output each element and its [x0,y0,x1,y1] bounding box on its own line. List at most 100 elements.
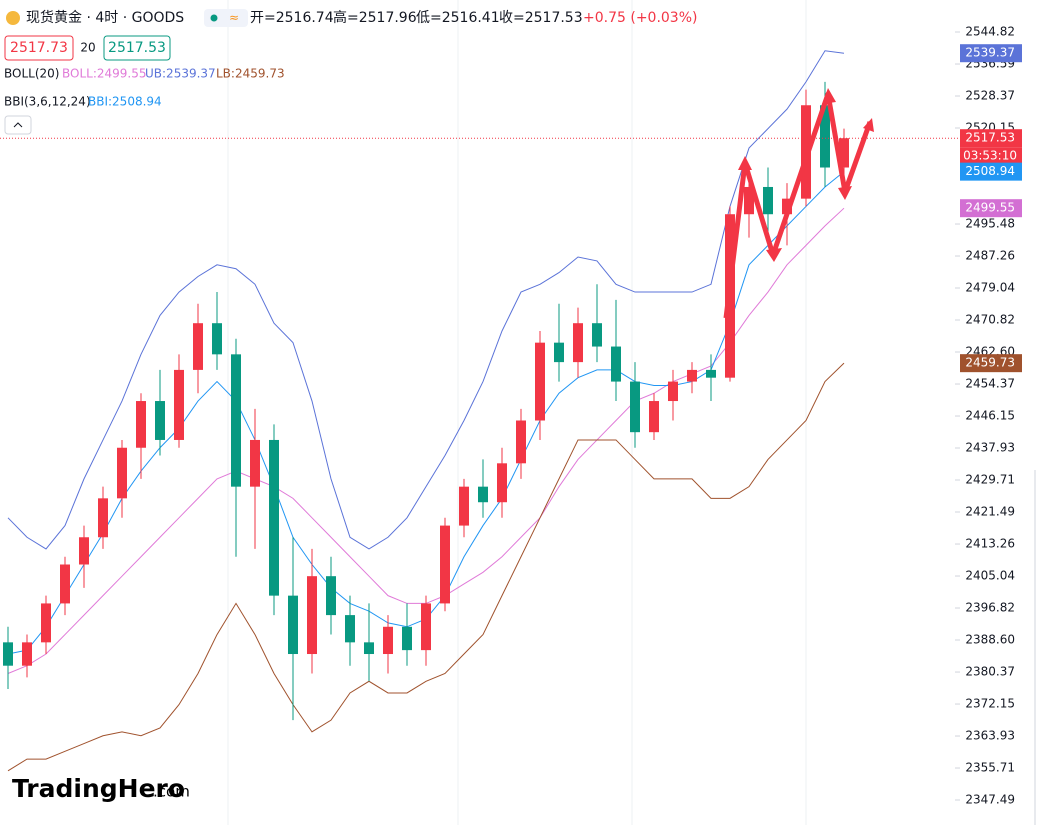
price-tag [960,44,1022,63]
y-tick-label: 2388.60 [965,633,1015,647]
price-tag [960,199,1022,218]
candle-body [687,369,697,382]
candle-body [535,342,545,421]
candle-body [383,626,393,655]
change: +0.75 (+0.03%) [583,10,697,26]
y-tick-label: 2437.93 [965,441,1015,455]
buy-box[interactable] [103,35,171,61]
boll-name: BOLL(20) [4,67,59,81]
y-tick-label: 2454.37 [965,377,1015,391]
candle-body [117,447,127,499]
candle-body [307,576,317,655]
buy-price[interactable]: 2517.53 [108,40,166,56]
price-tag-label: 2508.94 [965,164,1015,178]
y-tick-label: 2429.71 [965,473,1015,487]
bbi-value: BBI:2508.94 [88,95,162,109]
candle-body [478,486,488,503]
y-tick-label: 2544.82 [965,24,1015,38]
price-axis: 2544.822536.592528.372520.152495.482487.… [955,24,1022,807]
countdown-tag [960,147,1022,166]
candle-body [364,642,374,655]
candle-body [60,564,70,604]
indicator-line [7,171,845,655]
sell-box[interactable] [4,35,74,61]
price-tag-label: 2499.55 [965,201,1015,215]
candle-body [402,626,412,651]
candle-body [497,463,507,503]
candle-body [611,346,621,382]
price-tag [960,162,1022,181]
candle-body [174,369,184,440]
sell-price[interactable]: 2517.73 [10,40,68,56]
status-icon: ≈ [229,11,239,25]
y-tick-label: 2470.82 [965,313,1015,327]
y-tick-label: 2372.15 [965,697,1015,711]
y-tick-label: 2363.93 [965,729,1015,743]
candle-body [668,381,678,402]
close: 收=2517.53 [499,10,583,26]
candle-body [79,537,89,565]
collapse-button[interactable] [4,115,32,135]
candle-body [345,615,355,643]
candle-body [212,323,222,355]
candle-body [459,486,469,526]
drawn-arrow [723,91,873,319]
candle-body [592,323,602,347]
indicator-line [7,362,845,772]
y-tick-label: 2396.82 [965,601,1015,615]
y-tick-label: 2528.37 [965,89,1015,103]
boll-value: BOLL:2499.55 [62,67,147,81]
status-box [204,9,248,27]
y-tick-label: 2479.04 [965,281,1015,295]
y-tick-label: 2446.15 [965,409,1015,423]
candle-body [440,525,450,604]
candle-body [744,186,754,215]
candle-body [250,439,260,487]
candle-body [820,105,830,168]
bbi-name: BBI(3,6,12,24) [4,95,91,109]
price-tag [960,354,1022,373]
candle-body [98,498,108,538]
high: 高=2517.96 [333,9,417,26]
candle-body [3,642,13,666]
candle-body [421,603,431,651]
watermark: TradingHero .com [12,774,190,803]
price-tag [960,129,1022,148]
candle-body [22,642,32,666]
price-tag-label: 2539.37 [965,46,1015,60]
y-tick-label: 2405.04 [965,569,1015,583]
candle-body [630,381,640,433]
candle-body [649,401,659,433]
candle-body [193,323,203,370]
lb-value: LB:2459.73 [216,67,285,81]
spread: 20 [80,41,95,55]
y-tick-label: 2487.26 [965,249,1015,263]
y-tick-label: 2347.49 [965,793,1015,807]
ub-value: UB:2539.37 [145,67,216,81]
y-tick-label: 2355.71 [965,761,1015,775]
candle-body [269,439,279,596]
candle-body [41,603,51,643]
collapse-icon[interactable] [13,122,23,128]
indicator-line [7,50,845,550]
open: 开=2516.74 [250,10,334,26]
symbol-title: 现货黄金 · 4时 · GOODS [26,9,184,26]
y-tick-label: 2380.37 [965,665,1015,679]
watermark-brand: TradingHero [12,774,185,803]
symbol-icon [6,11,20,25]
candle-body [231,354,241,487]
countdown: 03:53:10 [963,149,1017,163]
candle-body [155,401,165,440]
candle-body [136,401,146,448]
candle-body [326,576,336,616]
candle-body [573,323,583,363]
candle-body [516,420,526,464]
plot [0,50,960,772]
low: 低=2516.41 [416,10,500,26]
candle-body [839,138,849,168]
candle-body [288,595,298,655]
candle-body [554,342,564,363]
candle-body [763,186,773,215]
